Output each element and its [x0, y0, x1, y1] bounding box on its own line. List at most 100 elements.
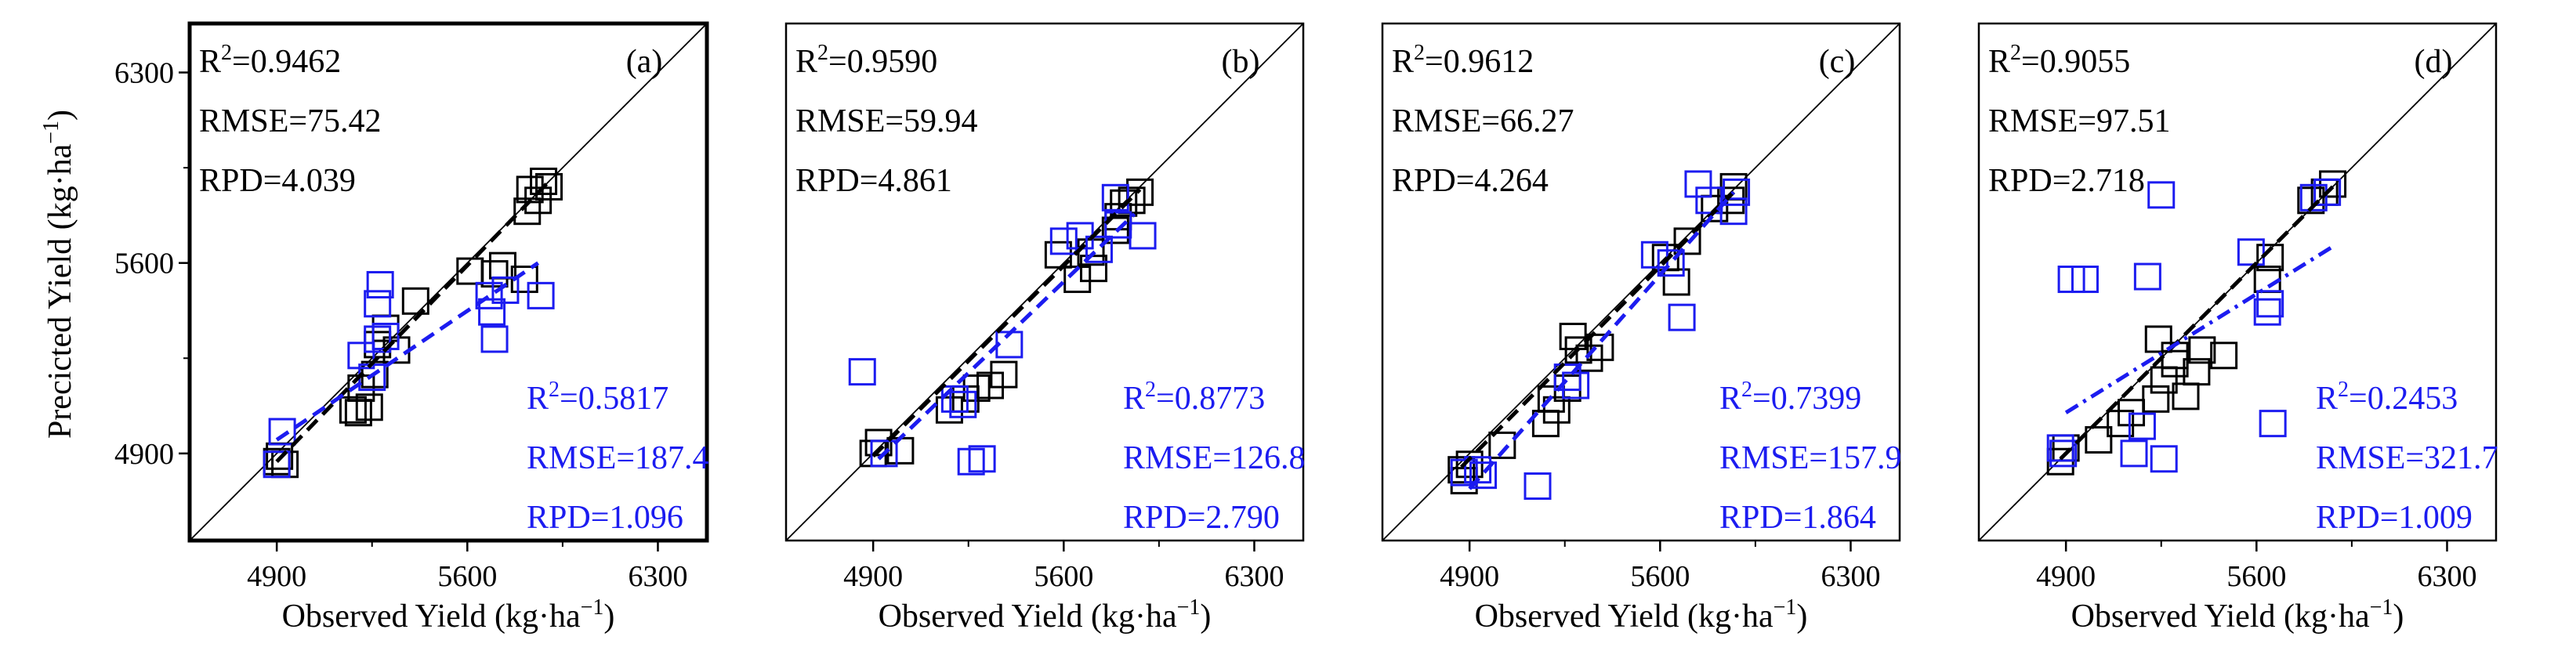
x-axis-title-text: Observed Yield (kg·ha [2071, 598, 2370, 635]
train-point [1488, 431, 1516, 459]
test-point [2150, 445, 2178, 473]
train-stats-rmse: RMSE=59.94 [795, 103, 978, 139]
train-stats-r2-label: R [199, 44, 221, 80]
train-stats-rpd: RPD=4.861 [795, 163, 952, 199]
test-point [1723, 178, 1751, 206]
test-stats-r2-sup: 2 [1741, 378, 1752, 402]
test-stats-r2-value: =0.5817 [560, 381, 668, 417]
train-point [1662, 268, 1690, 296]
test-fit-line [1468, 190, 1735, 490]
train-point [2107, 410, 2135, 438]
test-point [1553, 363, 1581, 392]
plot-frame [784, 22, 1305, 542]
test-point [1101, 183, 1129, 212]
test-point [1684, 170, 1712, 198]
test-fit-line [2064, 244, 2334, 414]
train-stats-r2-label: R [1392, 44, 1414, 80]
y-tick-label: 4900 [114, 438, 174, 471]
train-fit-line [2059, 185, 2335, 461]
train-stats-r2-sup: 2 [221, 41, 232, 65]
train-point [535, 172, 563, 201]
test-point [2256, 290, 2284, 318]
x-tick-label: 4900 [1440, 560, 1499, 593]
test-point [2147, 181, 2176, 209]
x-axis-title-text: Observed Yield (kg·ha [879, 598, 1177, 635]
train-point [2256, 244, 2284, 272]
train-point [480, 260, 509, 288]
test-stats-r2-value: =0.8773 [1156, 381, 1265, 417]
train-stats-r2: R2=0.9462 [199, 41, 341, 80]
test-stats-r2-sup: 2 [2338, 378, 2349, 402]
y-axis-title: Precicted Yield (kg·ha−1) [39, 110, 78, 439]
train-point [2210, 342, 2238, 370]
train-stats-r2-sup: 2 [2010, 41, 2021, 65]
test-stats-r2-label: R [1719, 381, 1741, 417]
train-stats-r2: R2=0.9055 [1988, 41, 2130, 80]
plot-frame [1977, 22, 2498, 542]
train-point [510, 266, 538, 294]
test-point [1469, 461, 1498, 490]
train-stats-rmse: RMSE=97.51 [1988, 103, 2171, 139]
train-point [339, 396, 367, 424]
train-stats-r2-label: R [1988, 44, 2010, 80]
train-point [355, 393, 383, 421]
x-axis-title-close: ) [1796, 598, 1807, 635]
test-stats-r2: R2=0.7399 [1719, 378, 1861, 417]
train-point [401, 287, 429, 315]
test-point [2046, 434, 2074, 462]
x-axis-title-close: ) [603, 598, 614, 635]
train-stats-rmse: RMSE=66.27 [1392, 103, 1574, 139]
plot-frame [187, 21, 709, 543]
x-tick-label: 5600 [2226, 560, 2286, 593]
x-tick-label: 6300 [2417, 560, 2476, 593]
x-axis-title-sup: −1 [1177, 595, 1201, 620]
test-point [366, 270, 394, 298]
test-point [475, 281, 503, 309]
train-point [1110, 189, 1138, 217]
x-axis-title: Observed Yield (kg·ha−1) [2071, 595, 2404, 635]
test-point [268, 418, 296, 446]
test-stats-rmse: RMSE=126.8 [1123, 440, 1306, 476]
y-axis-title-text: Precicted Yield (kg·ha [42, 143, 78, 439]
test-point [957, 447, 985, 476]
x-tick-label: 5600 [1034, 560, 1093, 593]
test-point [1657, 249, 1685, 277]
train-stats-r2-sup: 2 [817, 41, 828, 65]
train-point [2085, 425, 2113, 454]
test-point [2259, 410, 2287, 438]
plot-frame [1381, 22, 1901, 542]
train-point [1447, 456, 1476, 484]
test-point [480, 325, 509, 353]
test-point [2313, 178, 2342, 206]
one-to-one-line [1382, 23, 1900, 541]
x-tick-label: 4900 [843, 560, 903, 593]
test-point [364, 325, 392, 353]
test-point [1640, 240, 1668, 269]
x-axis-title-text: Observed Yield (kg·ha [282, 598, 581, 635]
test-stats-rmse: RMSE=321.7 [2316, 440, 2498, 476]
train-point [1673, 227, 1701, 255]
test-stats-r2-value: =0.2453 [2349, 381, 2458, 417]
test-point [2049, 439, 2078, 468]
test-stats-rmse: RMSE=157.9 [1719, 440, 1902, 476]
panel-label: (d) [2415, 44, 2453, 80]
panel-label: (c) [1819, 44, 1856, 80]
test-stats-r2-sup: 2 [549, 378, 560, 402]
x-axis-title-text: Observed Yield (kg·ha [1475, 598, 1773, 635]
y-tick-label: 6300 [114, 57, 174, 90]
test-point [347, 342, 375, 370]
test-stats-rpd: RPD=1.009 [2316, 500, 2473, 536]
test-stats-rmse: RMSE=187.4 [527, 440, 709, 476]
test-point [2133, 262, 2161, 291]
train-point [2183, 358, 2211, 386]
test-stats-r2-label: R [1123, 381, 1145, 417]
test-point [949, 390, 977, 418]
test-stats-r2: R2=0.5817 [527, 378, 668, 417]
train-stats-r2-value: =0.9590 [828, 44, 937, 80]
x-tick-label: 5600 [437, 560, 497, 593]
train-stats-rpd: RPD=4.039 [199, 163, 356, 199]
test-stats-r2-label: R [2316, 381, 2338, 417]
x-axis-title-close: ) [1200, 598, 1211, 635]
test-point [2128, 412, 2156, 440]
train-point [1586, 333, 1614, 361]
